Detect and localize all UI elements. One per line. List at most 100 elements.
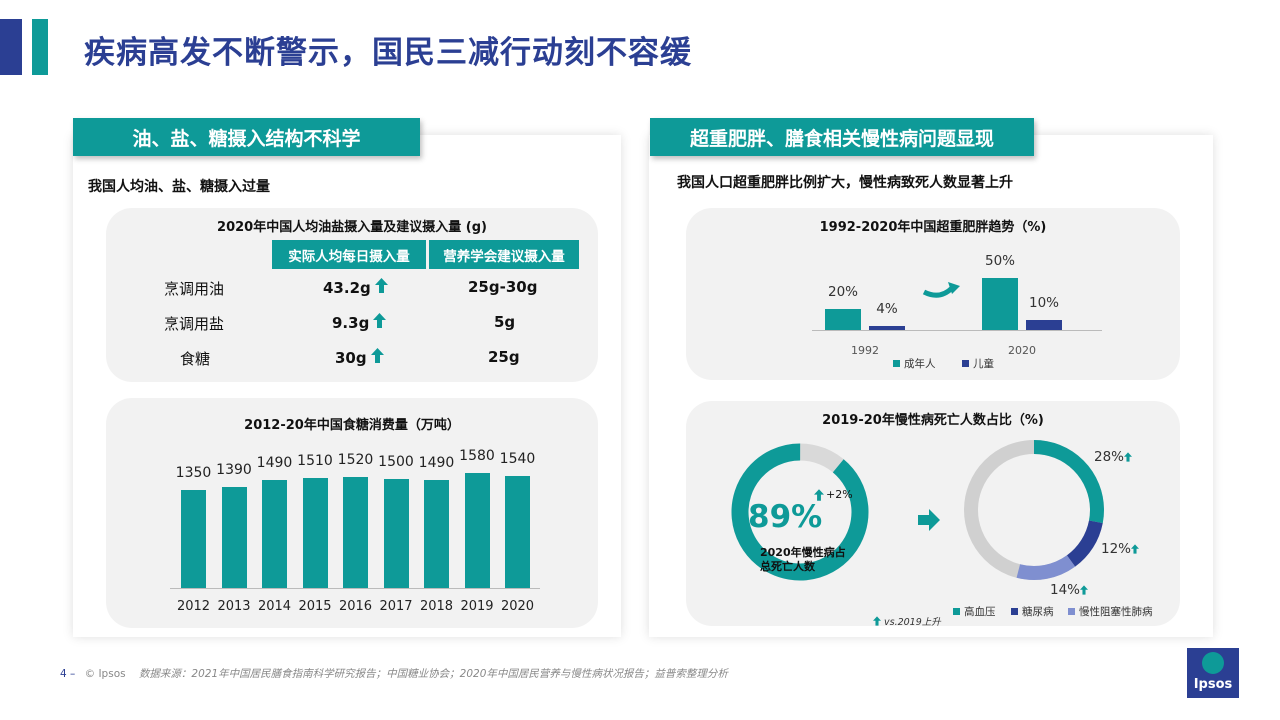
table-row-label-oil: 烹调用油: [164, 280, 225, 298]
table-cell-salt-recommended: 5g: [494, 313, 516, 331]
legend-swatch-copd: [1068, 608, 1075, 615]
legend-swatch-adult: [893, 360, 900, 367]
donut-slice-hypertension: [964, 440, 1104, 580]
table-cell-oil-actual: 43.2g: [323, 278, 388, 297]
salt-actual-value: 9.3g: [332, 313, 370, 332]
footer-brand: © Ipsos: [84, 668, 126, 680]
obesity-bar-value: 4%: [876, 300, 898, 317]
ring-label-hypertension: 28%: [1094, 449, 1133, 465]
obesity-chart-axis: [812, 330, 1102, 331]
legend-adult: 成年人: [893, 356, 936, 371]
change-value: +2%: [826, 488, 853, 501]
legend-label-diabetes: 糖尿病: [1022, 606, 1054, 618]
sugar-bar: [383, 478, 409, 588]
oil-actual-value: 43.2g: [323, 278, 371, 297]
sugar-bar: [262, 479, 287, 588]
legend-swatch-child: [962, 360, 969, 367]
chronic-death-percentage: 89%: [748, 499, 823, 535]
sugar-bar-value: 1490: [418, 454, 455, 471]
hypertension-pct: 28%: [1094, 449, 1125, 465]
arrow-up-icon: [1131, 544, 1140, 554]
arrow-up-icon: [814, 488, 824, 501]
sugar-bar: [181, 490, 206, 588]
obesity-bar-adult: [825, 309, 861, 330]
sugar-bar: [505, 475, 530, 588]
legend-swatch-diabetes: [1011, 608, 1018, 615]
arrow-up-icon: [370, 348, 384, 367]
logo-text: Ipsos: [1193, 677, 1233, 692]
footnote-text: vs.2019上升: [884, 617, 941, 628]
disease-share-donut: [964, 440, 1104, 580]
sugar-bar-value: 1540: [499, 450, 536, 467]
arrow-up-icon: [1124, 452, 1133, 462]
table-cell-salt-actual: 9.3g: [332, 313, 387, 332]
donut-slice-copd: [964, 440, 1104, 580]
ring-label-diabetes: 12%: [1101, 541, 1140, 557]
sugar-bar-year: 2016: [338, 599, 373, 614]
legend-diabetes: 糖尿病: [1011, 604, 1054, 619]
legend-child: 儿童: [962, 356, 994, 371]
logo-mark: [1202, 652, 1224, 674]
page-number: 4 –: [60, 668, 76, 680]
sugar-bar: [424, 479, 449, 588]
ring-label-copd: 14%: [1050, 582, 1089, 598]
table-row-label-sugar: 食糖: [180, 350, 211, 368]
obesity-chart-title: 1992-2020年中国超重肥胖趋势（%): [819, 220, 1047, 235]
sugar-bar: [343, 477, 368, 588]
legend-swatch-hypertension: [953, 608, 960, 615]
obesity-bar-child: [1026, 319, 1062, 330]
right-banner: 超重肥胖、膳食相关慢性病问题显现: [650, 118, 1034, 156]
sugar-bar-value: 1510: [297, 453, 333, 470]
table-header-actual: 实际人均每日摄入量: [272, 240, 426, 269]
chronic-note-line2: 总死亡人数: [760, 560, 815, 573]
ipsos-logo: Ipsos: [1187, 648, 1239, 698]
legend-copd: 慢性阻塞性肺病: [1068, 604, 1153, 619]
sugar-bar: [221, 487, 247, 588]
change-badge: +2%: [814, 488, 853, 501]
header-accent-bar-teal: [32, 19, 48, 75]
sugar-bar-year: 2015: [298, 599, 332, 614]
obesity-bar-value: 20%: [827, 284, 858, 301]
page-title: 疾病高发不断警示，国民三减行动刻不容缓: [84, 35, 692, 71]
sugar-chart-title: 2012-20年中国食糖消费量（万吨）: [244, 418, 460, 433]
table-cell-sugar-recommended: 25g: [488, 348, 520, 366]
footer-source: 数据来源：2021年中国居民膳食指南科学研究报告；中国糖业协会；2020年中国居…: [138, 668, 728, 680]
arrow-right-icon: [918, 509, 940, 535]
intake-table-title: 2020年中国人均油盐摄入量及建议摄入量 (g): [217, 220, 487, 235]
legend-label-adult: 成年人: [904, 358, 936, 370]
sugar-bar-year: 2020: [500, 599, 535, 614]
table-cell-sugar-actual: 30g: [335, 348, 384, 367]
obesity-year-2020: 2020: [1008, 344, 1036, 357]
legend-label-child: 儿童: [973, 358, 994, 370]
arrow-up-icon: [1080, 585, 1089, 595]
footer: 4 – © Ipsos 数据来源：2021年中国居民膳食指南科学研究报告；中国糖…: [60, 666, 728, 681]
obesity-bar-value: 50%: [984, 253, 1015, 269]
obesity-bar-value: 10%: [1028, 294, 1059, 311]
copd-pct: 14%: [1050, 582, 1081, 598]
chronic-disease-title: 2019-20年慢性病死亡人数占比（%): [822, 413, 1044, 428]
sugar-chart-axis: [170, 588, 540, 589]
left-banner: 油、盐、糖摄入结构不科学: [73, 118, 420, 156]
sugar-bar-value: 1500: [378, 453, 414, 470]
footnote-vs-2019: vs.2019上升: [873, 614, 941, 628]
sugar-bar-year: 2017: [379, 599, 413, 614]
curved-arrow-icon: [922, 280, 962, 304]
table-cell-oil-recommended: 25g-30g: [468, 278, 538, 296]
chronic-note-line1: 2020年慢性病占: [760, 546, 846, 559]
sugar-bar-value: 1390: [216, 462, 252, 479]
sugar-bar-value: 1580: [459, 447, 495, 464]
sugar-bar-value: 1520: [337, 452, 374, 469]
sugar-bar: [464, 472, 490, 588]
sugar-bar-year: 2012: [176, 599, 211, 614]
chronic-death-donut: [731, 443, 869, 581]
table-row-label-salt: 烹调用盐: [164, 315, 225, 333]
left-subhead: 我国人均油、盐、糖摄入过量: [88, 179, 270, 195]
diabetes-pct: 12%: [1101, 541, 1132, 557]
donut-slice-diabetes: [964, 440, 1104, 580]
table-header-recommended: 营养学会建议摄入量: [429, 240, 579, 269]
arrow-up-icon: [374, 278, 388, 297]
sugar-actual-value: 30g: [335, 348, 367, 367]
sugar-bar-value: 1350: [175, 465, 212, 481]
legend-hypertension: 高血压: [953, 604, 996, 619]
obesity-year-1992: 1992: [851, 344, 879, 357]
